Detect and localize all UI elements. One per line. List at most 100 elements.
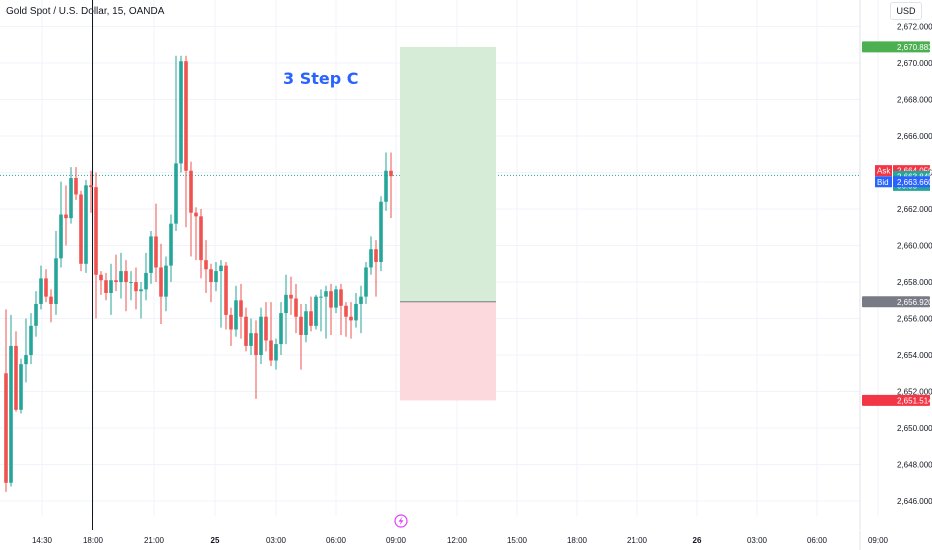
candle[interactable] <box>79 190 83 272</box>
candle[interactable] <box>364 261 368 304</box>
currency-button[interactable]: USD <box>890 2 922 20</box>
position-zones[interactable] <box>400 46 496 401</box>
candle[interactable] <box>344 302 348 337</box>
candle[interactable] <box>24 318 28 383</box>
candle[interactable] <box>314 294 318 330</box>
candle[interactable] <box>194 207 198 261</box>
candle[interactable] <box>339 283 343 335</box>
candle[interactable] <box>54 230 58 315</box>
candle[interactable] <box>264 302 268 352</box>
candle[interactable] <box>324 285 328 339</box>
candle[interactable] <box>109 263 113 315</box>
candle[interactable] <box>289 276 293 315</box>
candle[interactable] <box>214 261 218 292</box>
bolt-icon[interactable] <box>394 514 408 528</box>
candle[interactable] <box>374 240 378 297</box>
candle[interactable] <box>149 230 153 284</box>
candle[interactable] <box>114 254 118 292</box>
candle[interactable] <box>4 309 8 492</box>
candle[interactable] <box>199 209 203 279</box>
candle[interactable] <box>309 296 313 332</box>
candle[interactable] <box>259 307 263 365</box>
candle[interactable] <box>249 318 253 356</box>
candle[interactable] <box>34 291 38 337</box>
candle[interactable] <box>14 331 18 412</box>
candle-body <box>279 313 283 345</box>
candle[interactable] <box>84 179 88 273</box>
candle[interactable] <box>99 271 103 295</box>
candle[interactable] <box>384 152 388 211</box>
candle[interactable] <box>284 274 288 345</box>
candle[interactable] <box>304 303 308 343</box>
candle[interactable] <box>89 170 93 213</box>
candle[interactable] <box>164 256 168 312</box>
candle[interactable] <box>124 260 128 312</box>
candle[interactable] <box>389 152 393 219</box>
candle[interactable] <box>244 307 248 352</box>
candle[interactable] <box>39 265 43 310</box>
candle[interactable] <box>369 236 373 275</box>
candle[interactable] <box>74 167 78 200</box>
candle-body <box>234 300 238 330</box>
candle[interactable] <box>379 196 383 272</box>
candle[interactable] <box>134 267 138 310</box>
candle[interactable] <box>69 167 73 224</box>
y-axis[interactable]: 2,646.0002,648.0002,650.0002,652.0002,65… <box>897 23 932 507</box>
candle[interactable] <box>204 240 208 293</box>
candle[interactable] <box>159 243 163 325</box>
candle[interactable] <box>9 314 13 487</box>
candle[interactable] <box>234 285 238 337</box>
candle[interactable] <box>294 283 298 334</box>
candle[interactable] <box>329 283 333 335</box>
profit-zone[interactable] <box>400 46 496 302</box>
candle[interactable] <box>64 185 68 246</box>
candle[interactable] <box>359 285 363 334</box>
candle[interactable] <box>59 181 63 268</box>
candle-body <box>334 289 338 308</box>
candle[interactable] <box>189 161 193 257</box>
candle-body <box>254 333 258 356</box>
candle[interactable] <box>239 283 243 339</box>
candle[interactable] <box>319 289 323 332</box>
candle-body <box>44 278 48 297</box>
candle[interactable] <box>19 358 23 414</box>
candle[interactable] <box>154 203 158 283</box>
x-tick-label: 09:00 <box>868 536 889 545</box>
candle-body <box>314 296 318 326</box>
loss-zone[interactable] <box>400 301 496 401</box>
candle[interactable] <box>174 55 178 231</box>
candles[interactable] <box>4 55 393 492</box>
candle-body <box>189 170 193 213</box>
candle[interactable] <box>354 293 358 328</box>
candle[interactable] <box>129 271 133 301</box>
candle[interactable] <box>269 302 273 366</box>
candle[interactable] <box>144 252 148 301</box>
candle[interactable] <box>349 302 353 339</box>
candle[interactable] <box>299 303 303 370</box>
candle[interactable] <box>224 261 228 330</box>
candle[interactable] <box>104 272 108 301</box>
candle[interactable] <box>94 172 98 319</box>
candle[interactable] <box>274 338 278 370</box>
candle[interactable] <box>49 289 53 323</box>
entry-price-tag-bg <box>862 296 930 308</box>
candle[interactable] <box>184 55 188 228</box>
candle[interactable] <box>219 260 223 328</box>
candle[interactable] <box>169 214 173 283</box>
candle[interactable] <box>209 263 213 303</box>
candle-body <box>14 345 18 410</box>
ask-label: Ask <box>877 167 891 176</box>
candle[interactable] <box>29 313 33 365</box>
candle[interactable] <box>334 285 338 314</box>
text-annotation[interactable]: 3 Step C <box>283 69 359 88</box>
candle[interactable] <box>179 55 183 173</box>
candle[interactable] <box>229 307 233 346</box>
candle[interactable] <box>119 252 123 299</box>
candle[interactable] <box>279 302 283 356</box>
candle[interactable] <box>254 320 258 399</box>
candle[interactable] <box>139 282 143 319</box>
x-axis[interactable]: 14:30 18:00 21:00 25 03:00 06:00 09:00 12:00 15:… <box>32 536 889 545</box>
candle[interactable] <box>44 269 48 303</box>
